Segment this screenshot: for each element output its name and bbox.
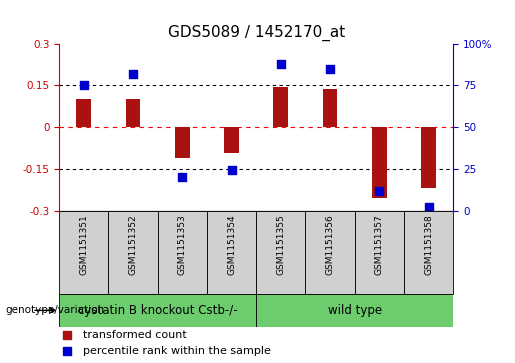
Text: GSM1151353: GSM1151353: [178, 215, 187, 276]
Point: [424, 204, 433, 210]
Bar: [224, 127, 239, 154]
Bar: [59, 211, 109, 294]
Bar: [421, 127, 436, 188]
Point: [326, 66, 334, 72]
Text: GSM1151357: GSM1151357: [375, 215, 384, 276]
Title: GDS5089 / 1452170_at: GDS5089 / 1452170_at: [167, 25, 345, 41]
Point: [63, 332, 71, 338]
Point: [63, 348, 71, 354]
Bar: [59, 294, 256, 327]
Bar: [273, 87, 288, 127]
Text: GSM1151354: GSM1151354: [227, 215, 236, 276]
Point: [375, 188, 384, 193]
Bar: [158, 211, 207, 294]
Text: transformed count: transformed count: [83, 330, 186, 340]
Bar: [256, 294, 453, 327]
Text: percentile rank within the sample: percentile rank within the sample: [83, 346, 271, 356]
Text: GSM1151352: GSM1151352: [129, 215, 138, 276]
Text: GSM1151356: GSM1151356: [325, 215, 335, 276]
Bar: [207, 211, 256, 294]
Bar: [109, 211, 158, 294]
Bar: [323, 90, 337, 127]
Bar: [305, 211, 355, 294]
Point: [129, 71, 137, 77]
Point: [277, 61, 285, 66]
Bar: [175, 127, 190, 158]
Text: wild type: wild type: [328, 304, 382, 317]
Point: [228, 168, 236, 174]
Point: [80, 82, 88, 88]
Text: GSM1151355: GSM1151355: [277, 215, 285, 276]
Bar: [126, 99, 141, 127]
Bar: [372, 127, 387, 198]
Text: genotype/variation: genotype/variation: [5, 305, 104, 315]
Bar: [404, 211, 453, 294]
Bar: [256, 211, 305, 294]
Point: [178, 174, 186, 180]
Bar: [355, 211, 404, 294]
Text: GSM1151358: GSM1151358: [424, 215, 433, 276]
Bar: [76, 99, 91, 127]
Text: cystatin B knockout Cstb-/-: cystatin B knockout Cstb-/-: [78, 304, 237, 317]
Text: GSM1151351: GSM1151351: [79, 215, 89, 276]
